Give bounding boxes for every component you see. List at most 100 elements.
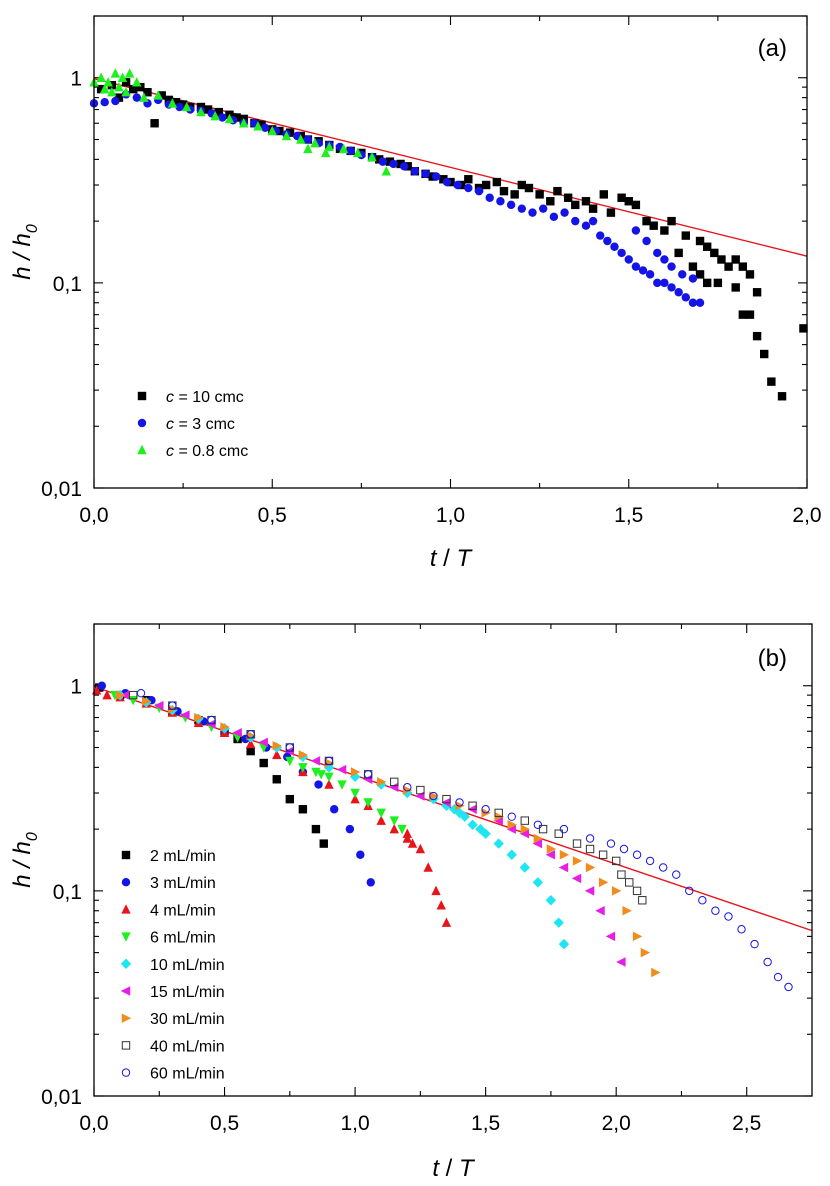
y-axis-label-sub: 0 [24,224,41,233]
data-point [385,157,395,166]
data-point [298,750,309,760]
data-point [121,87,131,97]
data-point [660,278,669,288]
data-point [507,820,517,830]
data-point [110,68,121,78]
y-axis-label: h / h0 [9,224,41,280]
panel-label: (b) [758,645,787,672]
data-point [617,248,626,258]
x-axis-label-T: T [457,545,474,572]
fit-line [93,77,808,257]
data-point [517,180,526,190]
data-point [572,856,583,866]
data-point [210,110,220,121]
data-point [180,710,190,720]
series-c-3-cmc [89,90,705,307]
data-point [350,793,360,804]
data-point [285,756,295,767]
data-point [617,193,626,202]
data-point [402,828,413,838]
data-point [260,123,270,133]
data-point [506,824,516,834]
data-point [258,737,268,748]
data-point [645,856,655,866]
legend-label: 4 mL/min [150,902,216,919]
data-point [432,172,441,181]
data-point [617,870,626,879]
data-point [114,93,124,102]
data-point [731,255,740,264]
series-2-ml-min [95,683,328,848]
legend-marker [121,1013,132,1023]
data-point [324,758,335,768]
data-point [688,274,698,283]
legend-label: 2 mL/min [150,848,216,865]
data-point [107,87,117,97]
data-point [324,779,334,789]
data-point [560,208,569,217]
data-point [97,681,107,690]
x-tick-label: 2,5 [732,1112,761,1135]
data-point [167,98,178,108]
data-point [738,262,748,271]
data-point [572,839,582,848]
data-point [737,925,746,934]
data-point [493,838,504,849]
legend: 2 mL/min 3 mL/min 4 mL/min 6 mL/min 10 mL/mi… [120,848,225,1083]
data-point [485,193,494,202]
data-point [545,895,557,906]
data-point [178,100,188,109]
data-point [350,767,361,777]
data-point [310,756,321,766]
data-point [324,756,334,766]
data-point [316,770,326,780]
data-point [538,204,548,213]
data-point [588,216,598,226]
series-30-ml-min [115,690,661,978]
data-point [124,68,135,78]
legend-marker [137,418,147,428]
data-point [649,221,658,230]
data-point [581,197,591,206]
data-point [324,141,334,152]
legend-label: c = 10 cmc [166,389,244,406]
data-point [441,917,452,927]
legend-marker [121,850,131,860]
data-point [259,758,268,768]
chart-panel-b: 0,0 0,5 1,0 1,5 2,0 2,50,010,11(b)t / Th / h0… [9,623,813,1182]
data-point [773,972,783,982]
data-point [142,696,152,706]
legend-marker [121,1068,131,1077]
data-point [467,819,478,830]
data-point [724,262,733,271]
series-c-0-8-cmc [89,68,392,176]
data-point [164,95,174,105]
data-point [481,805,490,814]
x-tick-label: 0,5 [258,504,287,527]
data-point [480,828,491,839]
x-tick-label: 1,5 [614,504,643,527]
data-point [535,190,544,199]
data-point [436,900,446,910]
data-point [624,197,633,206]
data-point [375,155,384,164]
data-point [685,886,694,896]
data-point [403,785,413,795]
data-point [218,113,227,122]
data-point [520,816,529,825]
data-point [638,896,647,905]
data-point [439,175,448,184]
data-point [459,811,470,822]
data-point [619,844,629,854]
data-point [642,216,651,226]
data-point [510,190,519,199]
data-point [745,310,755,319]
data-point [143,88,152,97]
data-point [350,788,360,799]
data-point [310,137,320,148]
data-point [532,838,543,849]
y-tick-label: 1 [70,68,82,91]
legend-label: 6 mL/min [150,930,216,947]
data-point [103,77,113,87]
